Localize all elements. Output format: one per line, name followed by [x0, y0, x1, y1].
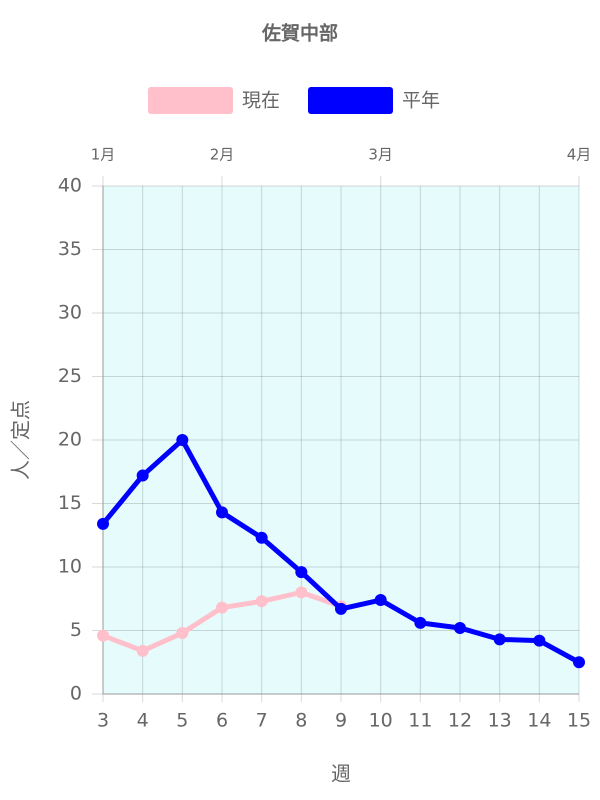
data-point	[97, 517, 109, 530]
data-point	[216, 601, 228, 614]
x-tick-label: 5	[176, 710, 188, 732]
data-point	[454, 621, 466, 634]
data-point	[255, 531, 268, 544]
data-point	[573, 656, 585, 669]
data-point	[97, 629, 109, 642]
data-point	[295, 566, 308, 579]
x-tick-label: 8	[295, 710, 307, 732]
data-point	[176, 627, 189, 640]
top-tick-label: 2月	[210, 146, 235, 164]
y-axis-label: 人／定点	[9, 400, 33, 480]
data-point	[295, 586, 308, 599]
data-point	[374, 594, 387, 607]
data-point	[335, 602, 347, 615]
top-tick-label: 1月	[91, 146, 116, 164]
data-point	[136, 469, 149, 482]
y-tick-label: 40	[58, 175, 82, 197]
data-point	[414, 616, 427, 629]
legend-label: 現在	[242, 90, 280, 112]
y-tick-label: 20	[58, 429, 82, 451]
x-tick-label: 15	[567, 710, 591, 732]
data-point	[493, 633, 506, 646]
y-tick-label: 30	[58, 302, 82, 324]
top-tick-label: 3月	[368, 146, 393, 164]
x-tick-label: 12	[448, 710, 472, 732]
x-tick-label: 4	[137, 710, 149, 732]
x-tick-label: 3	[97, 710, 109, 732]
x-tick-label: 10	[369, 710, 393, 732]
x-tick-label: 14	[527, 710, 551, 732]
top-tick-label: 4月	[567, 146, 592, 164]
y-tick-label: 15	[58, 492, 82, 514]
legend-swatch	[148, 87, 233, 114]
y-tick-label: 0	[70, 683, 82, 705]
y-tick-label: 10	[58, 556, 82, 578]
y-tick-label: 35	[58, 238, 82, 260]
data-point	[136, 644, 149, 657]
x-tick-label: 7	[256, 710, 268, 732]
y-tick-label: 25	[58, 365, 82, 387]
legend-label: 平年	[402, 90, 440, 112]
y-tick-label: 5	[70, 619, 82, 641]
x-tick-label: 9	[335, 710, 347, 732]
data-point	[255, 595, 268, 608]
data-point	[176, 434, 189, 446]
x-axis-label: 週	[331, 762, 351, 786]
chart-title: 佐賀中部	[261, 22, 338, 45]
data-point	[533, 634, 546, 647]
x-tick-label: 6	[216, 710, 228, 732]
x-tick-label: 13	[488, 710, 512, 732]
data-point	[216, 506, 228, 519]
x-tick-label: 11	[408, 710, 432, 732]
legend-swatch	[308, 87, 393, 114]
